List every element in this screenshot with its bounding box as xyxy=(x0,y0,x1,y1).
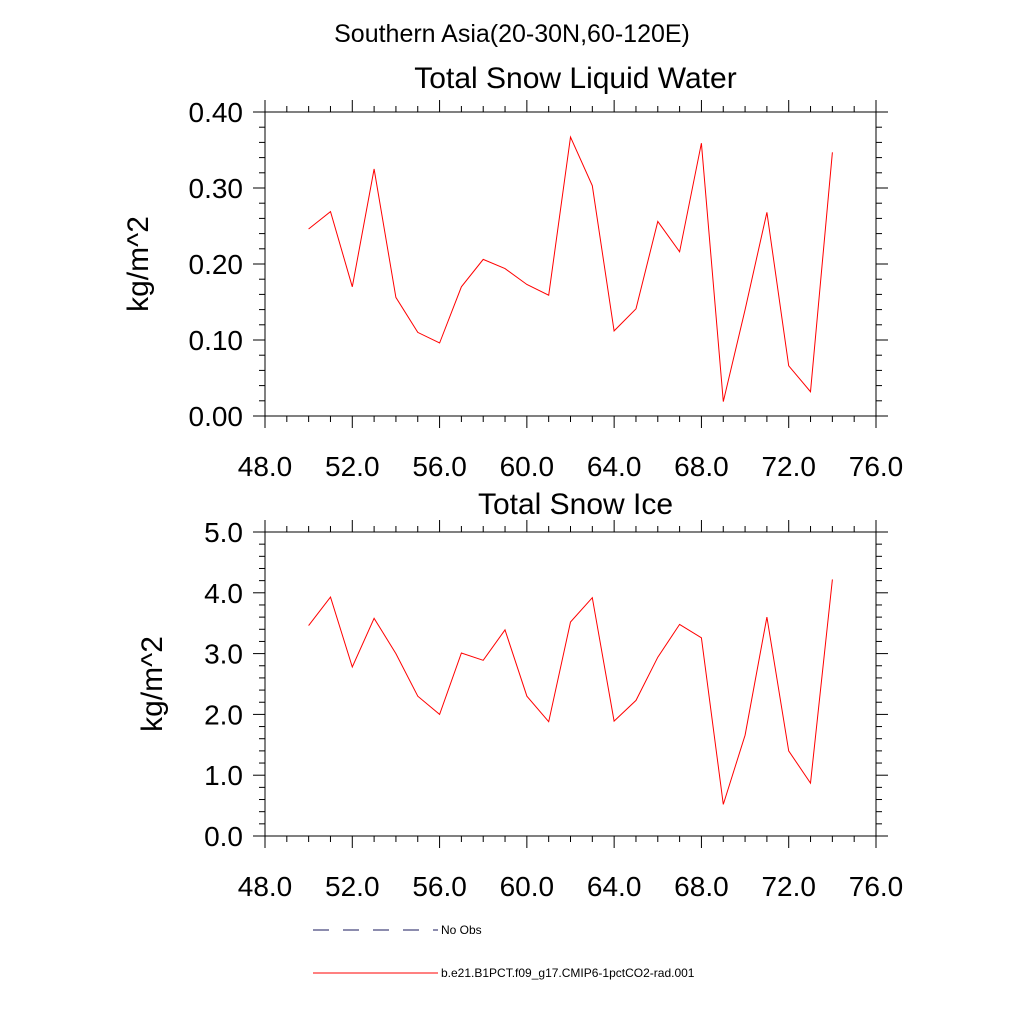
y-tick-label: 0.10 xyxy=(189,325,244,356)
y-tick-label: 1.0 xyxy=(204,760,243,791)
chart-title: Total Snow Liquid Water xyxy=(414,62,736,95)
legend: No Obs b.e21.B1PCT.f09_g17.CMIP6-1pctCO2… xyxy=(313,923,695,980)
y-tick-label: 0.40 xyxy=(189,97,244,128)
y-tick-label: 3.0 xyxy=(204,639,243,670)
x-tick-label: 68.0 xyxy=(674,451,729,482)
x-tick-label: 76.0 xyxy=(849,871,904,902)
x-tick-label: 64.0 xyxy=(587,451,642,482)
x-tick-label: 48.0 xyxy=(238,871,293,902)
x-tick-label: 60.0 xyxy=(500,871,555,902)
plot-frame xyxy=(264,531,877,837)
x-tick-label: 56.0 xyxy=(412,451,467,482)
y-axis-label: kg/m^2 xyxy=(136,636,169,732)
y-tick-label: 0.0 xyxy=(204,821,243,852)
series-line xyxy=(308,135,833,402)
legend-label-no-obs: No Obs xyxy=(441,923,482,937)
x-tick-label: 72.0 xyxy=(761,871,816,902)
y-tick-label: 0.30 xyxy=(189,173,244,204)
y-tick-label: 5.0 xyxy=(204,517,243,548)
panel-snow-liquid-water: Total Snow Liquid Water kg/m^2 0.00 0.10 0.2… xyxy=(122,62,903,482)
panel-snow-ice: Total Snow Ice kg/m^2 0.0 1.0 2.0 3.0 4.0 5.0 48… xyxy=(136,488,903,902)
x-tick-label: 72.0 xyxy=(761,451,816,482)
y-tick-label: 0.00 xyxy=(189,401,244,432)
x-tick-label: 68.0 xyxy=(674,871,729,902)
y-tick-label: 0.20 xyxy=(189,249,244,280)
x-tick-label: 52.0 xyxy=(325,451,380,482)
series-line xyxy=(308,579,833,805)
x-tick-label: 64.0 xyxy=(587,871,642,902)
x-tick-label: 56.0 xyxy=(412,871,467,902)
x-tick-label: 52.0 xyxy=(325,871,380,902)
y-axis-label: kg/m^2 xyxy=(122,216,155,312)
chart-title: Total Snow Ice xyxy=(478,488,673,521)
x-tick-label: 48.0 xyxy=(238,451,293,482)
y-tick-label: 4.0 xyxy=(204,578,243,609)
legend-label-model: b.e21.B1PCT.f09_g17.CMIP6-1pctCO2-rad.00… xyxy=(441,966,695,980)
y-tick-label: 2.0 xyxy=(204,699,243,730)
x-tick-label: 60.0 xyxy=(500,451,555,482)
x-tick-label: 76.0 xyxy=(849,451,904,482)
figure-title: Southern Asia(20-30N,60-120E) xyxy=(334,20,690,48)
